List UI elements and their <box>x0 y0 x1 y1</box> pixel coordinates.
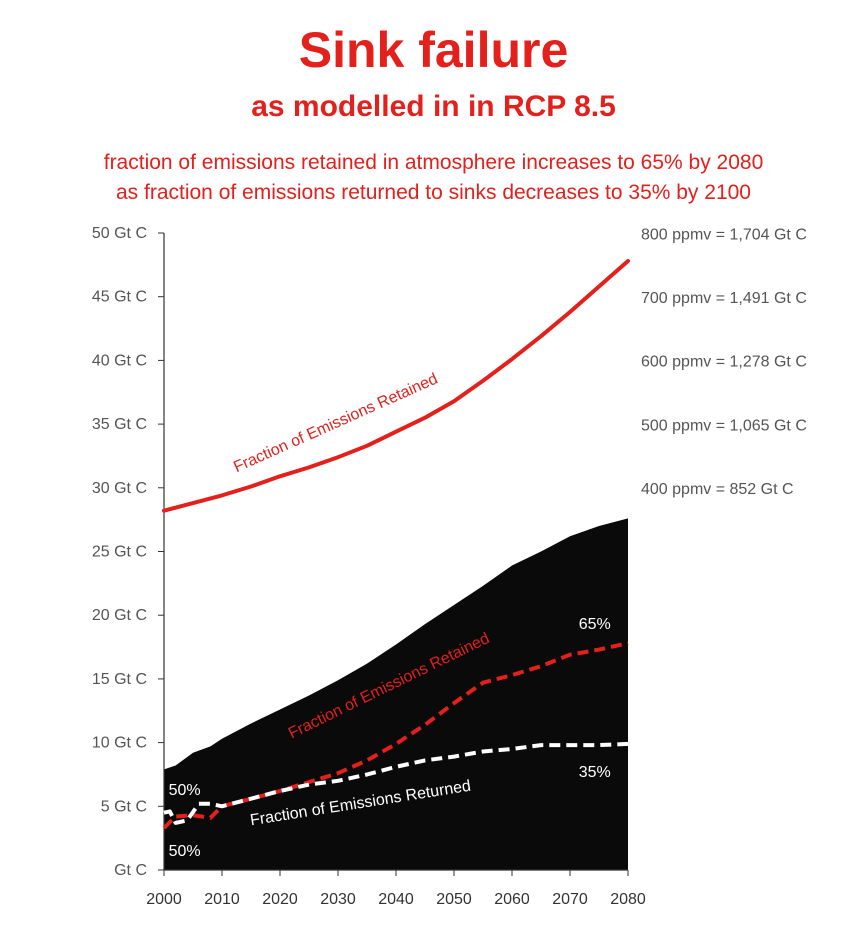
y-tick-label: 10 Gt C <box>92 735 147 752</box>
x-tick-label: 2010 <box>204 891 240 908</box>
x-tick-label: 2020 <box>262 891 298 908</box>
y-tick-label: 30 Gt C <box>92 480 147 497</box>
y-tick-label: 20 Gt C <box>92 607 147 624</box>
x-tick-label: 2000 <box>146 891 182 908</box>
y-tick-label: 40 Gt C <box>92 352 147 369</box>
y-tick-label: 25 Gt C <box>92 544 147 561</box>
right-axis-label: 800 ppmv = 1,704 Gt C <box>641 226 807 243</box>
right-axis-label: 700 ppmv = 1,491 Gt C <box>641 290 807 307</box>
series-line-2 <box>162 641 629 830</box>
axes-layer <box>158 232 629 876</box>
series-layer <box>162 259 630 830</box>
x-tick-label: 2080 <box>610 891 646 908</box>
chart-title: Sink failure <box>298 22 569 78</box>
percent-annotation: 35% <box>579 764 611 781</box>
area-layer <box>164 518 628 870</box>
note-line-1: fraction of emissions retained in atmosp… <box>103 151 764 174</box>
percent-annotation: 50% <box>169 843 201 860</box>
y-tick-label: 35 Gt C <box>92 416 147 433</box>
area-series-1 <box>164 518 628 870</box>
y-tick-label: 5 Gt C <box>101 798 147 815</box>
x-tick-label: 2030 <box>320 891 356 908</box>
right-axis-label: 600 ppmv = 1,278 Gt C <box>641 354 807 371</box>
x-tick-label: 2060 <box>494 891 530 908</box>
tick-label-layer: Gt C 5 Gt C 10 Gt C 15 Gt C 20 Gt C 25 Gt C 30… <box>92 225 807 908</box>
right-axis-label: 400 ppmv = 852 Gt C <box>641 481 794 498</box>
percent-annotation: 65% <box>579 616 611 633</box>
series-line-3 <box>163 741 629 825</box>
y-tick-label: Gt C <box>114 862 147 879</box>
series-line-0 <box>162 259 630 513</box>
note-line-2: as fraction of emissions returned to sin… <box>115 181 751 204</box>
right-axis-label: 500 ppmv = 1,065 Gt C <box>641 417 807 434</box>
x-tick-label: 2070 <box>552 891 588 908</box>
x-tick-label: 2050 <box>436 891 472 908</box>
chart-subtitle: as modelled in in RCP 8.5 <box>251 90 616 123</box>
percent-annotation: 50% <box>169 782 201 799</box>
y-tick-label: 15 Gt C <box>92 671 147 688</box>
y-tick-label: 45 Gt C <box>92 289 147 306</box>
y-tick-label: 50 Gt C <box>92 225 147 242</box>
x-tick-label: 2040 <box>378 891 414 908</box>
